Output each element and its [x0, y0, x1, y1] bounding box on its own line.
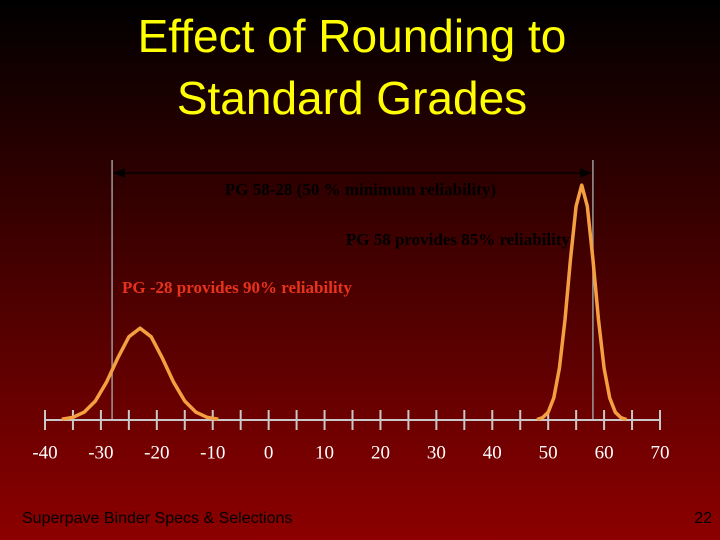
x-tick-label: 50 [539, 442, 558, 463]
x-tick-label: 10 [315, 442, 334, 463]
x-tick-label: 20 [371, 442, 390, 463]
x-tick-label: -40 [32, 442, 57, 463]
x-tick-label: 60 [595, 442, 614, 463]
page-number: 22 [694, 510, 712, 527]
x-tick-label: 30 [427, 442, 446, 463]
x-tick-label: -10 [200, 442, 225, 463]
title-line: Effect of Rounding to [138, 10, 567, 62]
x-tick-label: -30 [88, 442, 113, 463]
annotation: PG 58-28 (50 % minimum reliability) [225, 180, 496, 199]
title-line: Standard Grades [177, 72, 527, 124]
footer: Superpave Binder Specs & Selections [22, 510, 292, 527]
x-tick-label: 70 [651, 442, 670, 463]
curve [61, 326, 219, 421]
curve [536, 183, 628, 422]
x-tick-label: -20 [144, 442, 169, 463]
x-tick-label: 0 [264, 442, 274, 463]
annotation: PG 58 provides 85% reliability [346, 230, 571, 249]
x-tick-label: 40 [483, 442, 502, 463]
annotation: PG -28 provides 90% reliability [122, 278, 352, 297]
